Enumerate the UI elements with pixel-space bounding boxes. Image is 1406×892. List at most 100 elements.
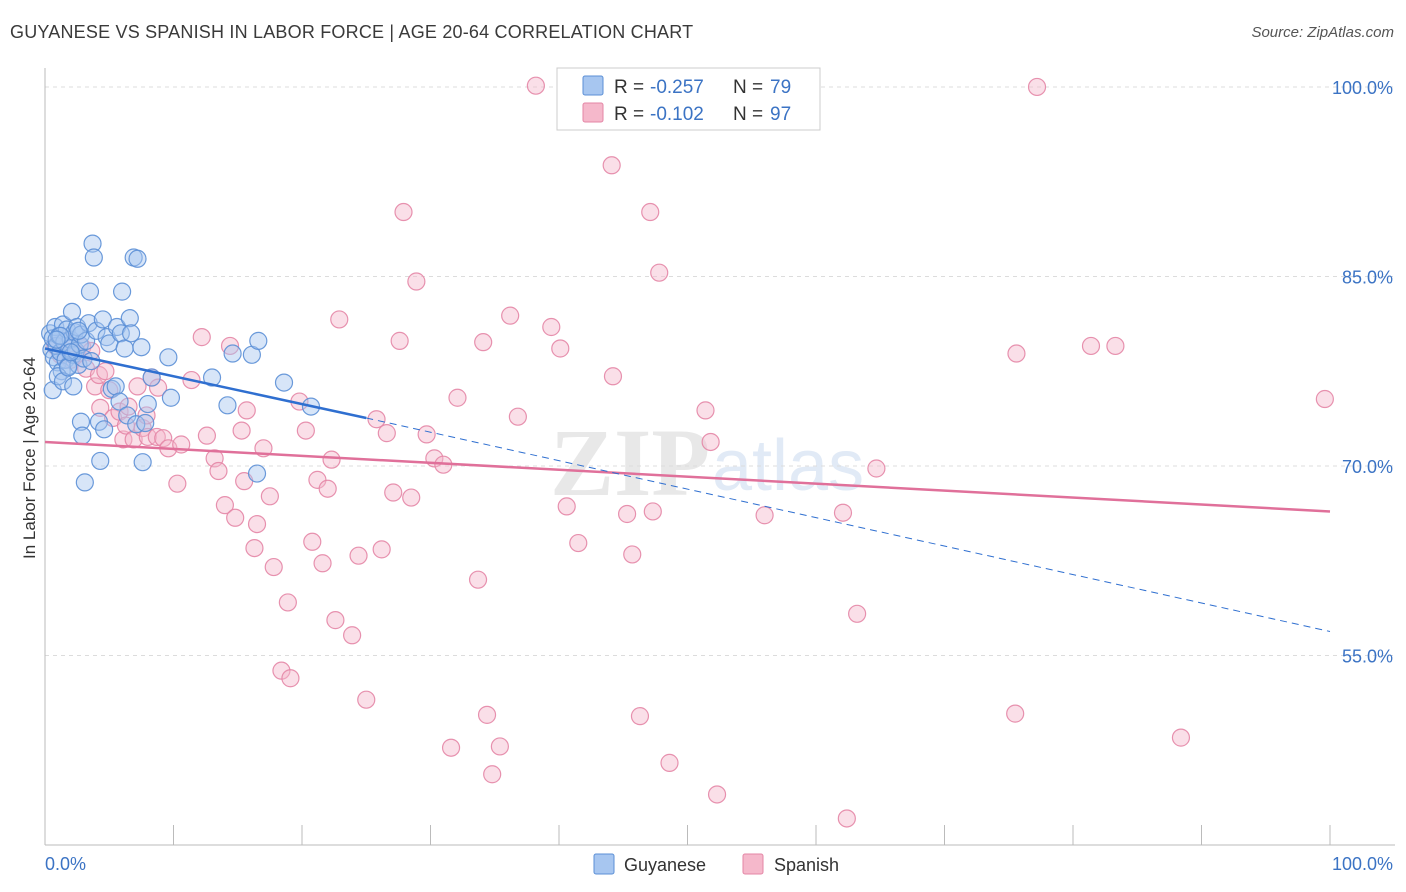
guyanese-point-37 [80, 282, 100, 301]
spanish-point-98 [755, 506, 774, 525]
guyanese-point-52 [112, 282, 132, 301]
guyanese-point-61 [133, 453, 152, 472]
watermark-zip: ZIP [550, 409, 710, 516]
x-axis-ticks [44, 825, 1331, 845]
guyanese-point-53 [115, 339, 134, 358]
legend-swatch-guyanese [582, 75, 604, 96]
spanish-point-65 [390, 331, 409, 350]
spanish-point-97 [707, 785, 727, 804]
spanish-point-10 [91, 398, 110, 417]
legend-r-value-guyanese: -0.257 [650, 77, 704, 98]
spanish-point-37 [226, 508, 245, 527]
spanish-point-72 [441, 738, 461, 757]
guyanese-point-67 [202, 368, 222, 387]
legend-swatch-spanish [582, 102, 604, 123]
y-tick-label-2: 85.0% [1342, 267, 1393, 287]
spanish-point-47 [278, 593, 297, 612]
legend-r-value-spanish: -0.102 [650, 104, 704, 125]
spanish-point-51 [303, 532, 322, 551]
guyanese-point-65 [159, 348, 178, 367]
spanish-point-90 [630, 707, 650, 726]
spanish-point-31 [192, 328, 211, 347]
spanish-point-67 [402, 488, 421, 507]
guyanese-point-66 [161, 388, 181, 407]
spanish-point-62 [372, 540, 391, 559]
x-tick-label-1: 100.0% [1332, 854, 1393, 874]
guyanese-point-31 [53, 372, 73, 391]
spanish-point-102 [867, 459, 886, 478]
spanish-point-92 [643, 502, 662, 521]
y-tick-label-1: 70.0% [1342, 457, 1393, 477]
spanish-point-76 [477, 705, 497, 724]
spanish-point-86 [602, 156, 621, 175]
spanish-point-109 [1315, 389, 1334, 409]
spanish-point-84 [557, 497, 576, 516]
guyanese-point-27 [79, 314, 98, 333]
guyanese-points [41, 234, 321, 492]
spanish-point-66 [394, 202, 413, 222]
spanish-point-81 [526, 76, 545, 95]
guyanese-point-50 [110, 392, 129, 411]
spanish-point-40 [237, 401, 256, 420]
guyanese-point-77 [69, 321, 88, 340]
guyanese-trend-line [44, 347, 367, 420]
watermark: ZIP atlas [550, 409, 864, 516]
guyanese-point-17 [62, 302, 82, 321]
chart-title: GUYANESE VS SPANISH IN LABOR FORCE | AGE… [10, 22, 694, 42]
spanish-point-100 [837, 809, 856, 828]
spanish-point-58 [343, 626, 362, 645]
guyanese-point-33 [64, 377, 83, 396]
spanish-point-19 [128, 377, 147, 396]
legend-n-label-spanish: N = [733, 104, 763, 125]
spanish-point-35 [215, 496, 234, 515]
spanish-point-83 [551, 339, 570, 358]
guyanese-point-73 [274, 373, 294, 392]
spanish-point-48 [281, 669, 300, 688]
guyanese-point-51 [111, 324, 130, 343]
spanish-point-74 [468, 570, 488, 589]
spanish-point-77 [483, 765, 502, 784]
spanish-point-88 [618, 504, 637, 524]
guyanese-point-43 [93, 310, 112, 329]
x-tick-label-0: 0.0% [45, 854, 86, 874]
spanish-points [46, 76, 1334, 828]
guyanese-point-62 [136, 413, 155, 433]
series-legend-label-spanish: Spanish [774, 855, 839, 875]
guyanese-point-36 [75, 473, 94, 492]
spanish-point-79 [501, 306, 520, 325]
spanish-point-54 [318, 479, 337, 498]
guyanese-point-35 [73, 426, 92, 445]
spanish-point-107 [1106, 336, 1125, 356]
spanish-point-91 [641, 202, 660, 222]
guyanese-point-39 [84, 248, 103, 267]
guyanese-point-78 [47, 330, 66, 349]
spanish-point-28 [168, 474, 187, 493]
spanish-point-101 [848, 604, 867, 623]
spanish-point-50 [296, 421, 315, 440]
spanish-point-78 [490, 737, 509, 756]
spanish-point-26 [154, 429, 173, 448]
spanish-point-75 [474, 333, 493, 352]
guyanese-point-42 [91, 451, 110, 471]
spanish-point-11 [96, 362, 115, 381]
spanish-point-60 [357, 690, 376, 709]
guyanese-point-60 [132, 338, 151, 357]
guyanese-point-63 [138, 394, 157, 414]
spanish-point-96 [701, 432, 720, 452]
spanish-point-64 [384, 483, 403, 502]
legend-r-label-spanish: R = [614, 104, 644, 125]
series-legend-label-guyanese: Guyanese [624, 855, 706, 875]
spanish-point-38 [232, 421, 251, 440]
guyanese-point-56 [121, 324, 141, 343]
spanish-point-105 [1027, 77, 1047, 97]
guyanese-point-68 [218, 396, 237, 415]
spanish-point-25 [148, 378, 168, 397]
spanish-point-85 [569, 533, 588, 553]
legend-n-value-spanish: 97 [770, 104, 791, 125]
legend-n-value-guyanese: 79 [770, 77, 791, 98]
guyanese-trend-line-extension [366, 417, 1331, 632]
spanish-trend-line [44, 440, 1331, 513]
source-attribution: Source: ZipAtlas.com [1251, 24, 1394, 41]
spanish-point-80 [508, 407, 527, 426]
